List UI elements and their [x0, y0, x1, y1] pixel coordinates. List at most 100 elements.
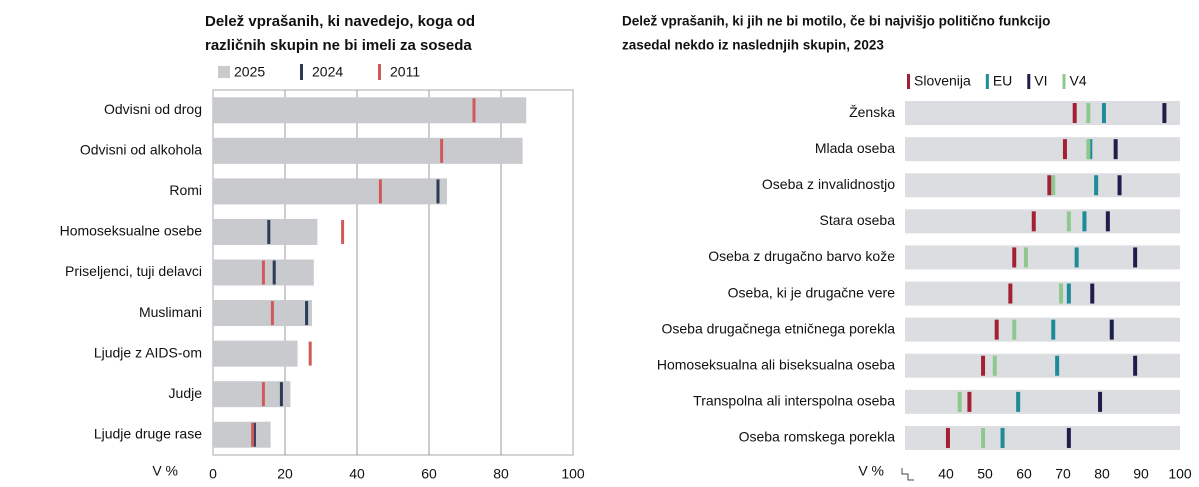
marker	[1133, 247, 1138, 268]
legend-label: Slovenija	[914, 73, 971, 89]
marker	[1101, 103, 1106, 124]
marker	[1082, 211, 1087, 232]
marker	[1051, 319, 1056, 340]
x-tick-label: 100	[1168, 466, 1192, 482]
y-tick-label: Homoseksualne osebe	[60, 223, 203, 239]
y-tick-label: Oseba z drugačno barvo kože	[708, 248, 895, 264]
row-band	[905, 353, 1180, 378]
marker	[1047, 175, 1052, 196]
marker	[1086, 103, 1091, 124]
y-tick-label: Homoseksualna ali biseksualna oseba	[657, 356, 895, 372]
x-axis-label: V %	[152, 463, 178, 479]
x-tick-label: 80	[1094, 466, 1110, 482]
y-tick-label: Mlada oseba	[815, 140, 895, 156]
marker	[279, 382, 283, 407]
chart-title: Delež vprašanih, ki jih ne bi motilo, če…	[622, 14, 1050, 29]
axis-break	[901, 468, 914, 481]
y-tick-label: Ljudje druge rase	[94, 425, 202, 441]
marker	[261, 382, 265, 407]
chart-title: Delež vprašanih, ki navedejo, koga od	[205, 13, 475, 30]
marker	[472, 98, 476, 123]
x-tick-label: 50	[977, 466, 993, 482]
marker	[1059, 283, 1064, 304]
y-tick-label: Stara oseba	[820, 212, 896, 228]
bar	[213, 340, 298, 367]
bar	[213, 381, 291, 408]
marker	[1090, 283, 1095, 304]
y-tick-label: Judje	[169, 385, 203, 401]
marker	[1062, 139, 1067, 160]
marker	[992, 355, 997, 376]
x-tick-label: 0	[209, 466, 217, 482]
marker	[270, 301, 274, 326]
legend-swatch	[907, 74, 910, 89]
y-tick-label: Oseba, ki je drugačne vere	[728, 284, 896, 300]
marker	[1008, 283, 1013, 304]
legend-label: 2025	[234, 64, 265, 80]
row-band	[905, 317, 1180, 342]
marker	[252, 422, 256, 447]
legend-label: 2024	[312, 64, 343, 80]
x-tick-label: 40	[349, 466, 365, 482]
marker	[1012, 319, 1017, 340]
x-axis-label: V %	[858, 463, 884, 479]
legend-label: VI	[1034, 73, 1047, 89]
y-tick-label: Odvisni od alkohola	[80, 142, 202, 158]
marker	[945, 427, 950, 448]
y-tick-label: Priseljenci, tuji delavci	[65, 263, 202, 279]
marker	[967, 391, 972, 412]
row-band	[905, 209, 1180, 234]
marker	[267, 219, 271, 244]
marker	[378, 179, 382, 204]
marker	[1113, 139, 1118, 160]
marker	[1117, 175, 1122, 196]
marker	[994, 319, 999, 340]
marker	[957, 391, 962, 412]
row-band	[905, 101, 1180, 126]
bar	[213, 421, 271, 448]
y-tick-label: Ljudje z AIDS-om	[94, 344, 202, 360]
marker	[1066, 427, 1071, 448]
chart-title: različnih skupin ne bi imeli za soseda	[205, 37, 472, 54]
y-tick-label: Oseba romskega porekla	[739, 429, 896, 445]
chart-title: zasedal nekdo iz naslednjih skupin, 2023	[622, 38, 884, 53]
bar	[213, 300, 312, 327]
y-tick-label: Muslimani	[139, 304, 202, 320]
marker	[1094, 175, 1099, 196]
marker	[981, 355, 986, 376]
marker	[305, 301, 309, 326]
legend-swatch	[300, 64, 303, 80]
legend-swatch	[985, 74, 989, 89]
marker	[1051, 175, 1056, 196]
marker	[436, 179, 440, 204]
marker	[1055, 355, 1060, 376]
bar	[213, 137, 523, 164]
x-tick-label: 60	[421, 466, 437, 482]
legend-label: V4	[1070, 73, 1087, 89]
x-tick-label: 60	[1016, 466, 1032, 482]
marker	[1016, 391, 1021, 412]
legend-label: 2011	[390, 64, 420, 80]
row-band	[905, 173, 1180, 198]
y-tick-label: Transpolna ali interspolna oseba	[693, 393, 895, 409]
marker	[1066, 283, 1071, 304]
marker	[1031, 211, 1036, 232]
marker	[1162, 103, 1167, 124]
marker	[341, 219, 345, 244]
marker	[1105, 211, 1110, 232]
marker	[440, 138, 444, 163]
marker	[1086, 139, 1091, 160]
legend-label: EU	[993, 73, 1012, 89]
row-band	[905, 281, 1180, 306]
marker	[1109, 319, 1114, 340]
marker	[981, 427, 986, 448]
x-tick-label: 20	[277, 466, 293, 482]
row-band	[905, 137, 1180, 162]
y-tick-label: Romi	[169, 182, 202, 198]
y-tick-label: Odvisni od drog	[104, 101, 202, 117]
x-tick-label: 40	[938, 466, 954, 482]
marker	[1098, 391, 1103, 412]
marker	[1000, 427, 1005, 448]
x-tick-label: 90	[1133, 466, 1149, 482]
